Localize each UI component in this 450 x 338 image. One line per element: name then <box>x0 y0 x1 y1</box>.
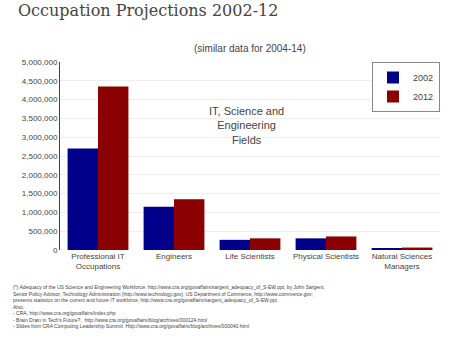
svg-text:Natural SciencesManagers: Natural SciencesManagers <box>372 252 432 271</box>
svg-text:2012: 2012 <box>413 92 433 102</box>
svg-text:3,500,000: 3,500,000 <box>22 114 58 123</box>
svg-text:1,000,000: 1,000,000 <box>22 208 58 217</box>
svg-text:Physical Scientists: Physical Scientists <box>293 252 359 261</box>
svg-text:2,000,000: 2,000,000 <box>22 171 58 180</box>
svg-text:500,000: 500,000 <box>28 227 57 236</box>
svg-text:0: 0 <box>53 246 58 255</box>
svg-text:1,500,000: 1,500,000 <box>22 189 58 198</box>
svg-text:3,000,000: 3,000,000 <box>22 133 58 142</box>
svg-text:IT, Science andEngineeringFiel: IT, Science andEngineeringFields <box>209 105 284 146</box>
svg-text:Life Scientists: Life Scientists <box>225 252 274 261</box>
svg-text:2,500,000: 2,500,000 <box>22 152 58 161</box>
svg-text:4,500,000: 4,500,000 <box>22 77 58 86</box>
svg-text:5,000,000: 5,000,000 <box>22 58 58 67</box>
svg-text:Engineers: Engineers <box>156 252 192 261</box>
svg-text:4,000,000: 4,000,000 <box>22 95 58 104</box>
svg-text:Professional ITOccupations: Professional ITOccupations <box>71 252 124 271</box>
svg-text:2002: 2002 <box>413 73 433 83</box>
svg-text:(*) Adequacy of the US Science: (*) Adequacy of the US Science and Engin… <box>13 284 325 329</box>
svg-text:Occupation Projections 2002-12: Occupation Projections 2002-12 <box>18 1 278 20</box>
svg-text:(similar data for 2004-14): (similar data for 2004-14) <box>194 43 306 54</box>
